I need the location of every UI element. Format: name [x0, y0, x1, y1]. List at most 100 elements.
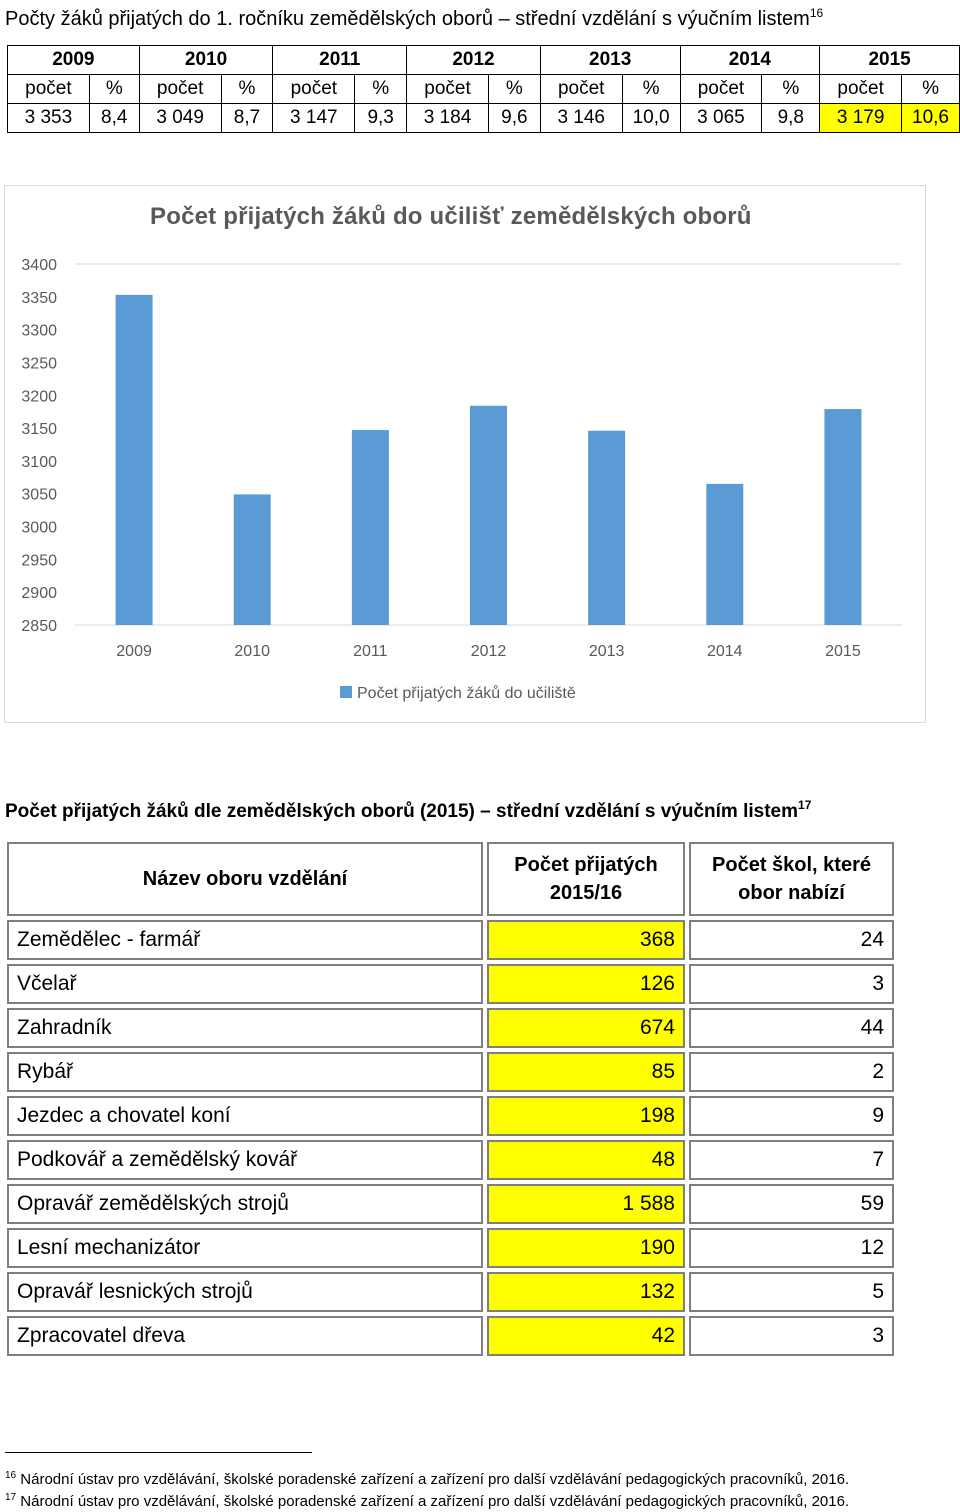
pct-cell: 10,6	[901, 103, 960, 133]
count-cell: 3 147	[272, 103, 356, 133]
schools-cell: 3	[689, 1316, 894, 1356]
schools-cell: 3	[689, 964, 894, 1004]
year-header: 2012	[406, 45, 541, 75]
admissions-table: 2009 2010 2011 2012 2013 2014 2015 počet% počet…	[7, 45, 960, 133]
admitted-cell: 85	[487, 1052, 685, 1092]
y-tick-label: 2850	[21, 618, 57, 635]
year-header: 2014	[679, 45, 821, 75]
field-name-cell: Opravář lesnických strojů	[7, 1272, 483, 1312]
bar-2011	[351, 430, 389, 625]
subheader-count: počet	[406, 74, 489, 104]
table-row: Včelař 126 3	[7, 964, 894, 1004]
schools-cell: 5	[689, 1272, 894, 1312]
y-tick-label: 3200	[21, 388, 57, 405]
pct-cell: 8,4	[88, 103, 140, 133]
admitted-cell: 42	[487, 1316, 685, 1356]
x-tick-label: 2012	[471, 643, 507, 660]
subheader-pct: %	[354, 74, 408, 104]
header-field-name: Název oboru vzdělání	[7, 842, 483, 916]
subheader-count: počet	[7, 74, 90, 104]
admitted-cell: 198	[487, 1096, 685, 1136]
admitted-cell: 674	[487, 1008, 685, 1048]
count-cell: 3 184	[406, 103, 489, 133]
chart-frame	[4, 185, 926, 723]
pct-cell: 9,6	[487, 103, 541, 133]
heading-fields: Počet přijatých žáků dle zemědělských ob…	[5, 798, 812, 822]
y-tick-label: 3400	[21, 257, 57, 274]
subheader-count: počet	[679, 74, 763, 104]
legend-swatch	[340, 686, 352, 698]
table-row: Zahradník 674 44	[7, 1008, 894, 1048]
table-row: Opravář lesnických strojů 132 5	[7, 1272, 894, 1312]
admitted-cell: 48	[487, 1140, 685, 1180]
field-name-cell: Zpracovatel dřeva	[7, 1316, 483, 1356]
footnote-ref-17: 17	[798, 798, 812, 812]
table-row: Zpracovatel dřeva 42 3	[7, 1316, 894, 1356]
bar-2014	[706, 483, 744, 625]
x-tick-label: 2014	[707, 643, 743, 660]
x-tick-label: 2013	[589, 643, 625, 660]
x-tick-label: 2009	[116, 643, 152, 660]
admitted-cell: 132	[487, 1272, 685, 1312]
field-name-cell: Jezdec a chovatel koní	[7, 1096, 483, 1136]
schools-cell: 2	[689, 1052, 894, 1092]
subheader-count: počet	[138, 74, 222, 104]
table-row: Podkovář a zemědělský kovář 48 7	[7, 1140, 894, 1180]
subheader-pct: %	[901, 74, 960, 104]
footnote-ref-16: 16	[809, 6, 824, 20]
subheader-count: počet	[539, 74, 623, 104]
y-tick-label: 2900	[21, 585, 57, 602]
footnote-separator	[5, 1452, 312, 1453]
y-tick-label: 2950	[21, 552, 57, 569]
admitted-cell: 126	[487, 964, 685, 1004]
field-name-cell: Podkovář a zemědělský kovář	[7, 1140, 483, 1180]
schools-cell: 44	[689, 1008, 894, 1048]
x-tick-label: 2010	[234, 643, 270, 660]
pct-cell: 10,0	[621, 103, 681, 133]
subheader-count: počet	[819, 74, 903, 104]
admitted-cell: 190	[487, 1228, 685, 1268]
bar-2010	[233, 494, 271, 625]
table-row: Jezdec a chovatel koní 198 9	[7, 1096, 894, 1136]
heading-admissions: Počty žáků přijatých do 1. ročníku zeměd…	[5, 6, 824, 30]
bar-2009	[115, 294, 153, 625]
field-name-cell: Zemědělec - farmář	[7, 920, 483, 960]
y-tick-label: 3350	[21, 290, 57, 307]
field-name-cell: Lesní mechanizátor	[7, 1228, 483, 1268]
table-row: Rybář 85 2	[7, 1052, 894, 1092]
count-cell: 3 353	[7, 103, 90, 133]
bar-2012	[470, 405, 507, 625]
bar-2015	[824, 409, 862, 625]
y-tick-label: 3050	[21, 487, 57, 504]
y-tick-label: 3150	[21, 421, 57, 438]
schools-cell: 9	[689, 1096, 894, 1136]
pct-cell: 9,3	[354, 103, 408, 133]
table-row: Lesní mechanizátor 190 12	[7, 1228, 894, 1268]
y-tick-label: 3250	[21, 355, 57, 372]
y-tick-label: 3100	[21, 454, 57, 471]
legend-label: Počet přijatých žáků do učiliště	[357, 684, 576, 702]
admitted-cell: 1 588	[487, 1184, 685, 1224]
field-name-cell: Včelař	[7, 964, 483, 1004]
year-header: 2015	[819, 45, 960, 75]
schools-cell: 7	[689, 1140, 894, 1180]
header-admitted: Počet přijatých 2015/16	[487, 842, 685, 916]
year-header: 2013	[539, 45, 681, 75]
x-tick-label: 2011	[353, 643, 388, 660]
schools-cell: 59	[689, 1184, 894, 1224]
y-tick-label: 3000	[21, 520, 57, 537]
footnote-17: 17 Národní ústav pro vzdělávání, školské…	[5, 1492, 850, 1510]
header-schools: Počet škol, které obor nabízí	[689, 842, 894, 916]
table-row: Opravář zemědělských strojů 1 588 59	[7, 1184, 894, 1224]
subheader-pct: %	[621, 74, 681, 104]
schools-cell: 12	[689, 1228, 894, 1268]
y-tick-label: 3300	[21, 323, 57, 340]
field-name-cell: Zahradník	[7, 1008, 483, 1048]
count-cell: 3 049	[138, 103, 222, 133]
bar-2013	[588, 430, 626, 625]
count-cell: 3 065	[679, 103, 763, 133]
schools-cell: 24	[689, 920, 894, 960]
fields-table: Název oboru vzdělání Počet přijatých 201…	[3, 838, 898, 1360]
field-name-cell: Opravář zemědělských strojů	[7, 1184, 483, 1224]
chart-title: Počet přijatých žáků do učilišť zeměděls…	[150, 203, 752, 230]
